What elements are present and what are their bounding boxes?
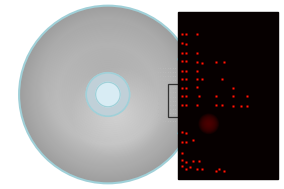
Circle shape	[82, 69, 133, 120]
Circle shape	[69, 56, 147, 133]
Circle shape	[202, 117, 216, 131]
Circle shape	[42, 29, 174, 160]
Circle shape	[62, 49, 153, 140]
Circle shape	[198, 113, 219, 134]
Circle shape	[203, 118, 214, 129]
Circle shape	[50, 37, 166, 152]
Circle shape	[95, 81, 121, 108]
Circle shape	[19, 6, 197, 183]
Circle shape	[40, 27, 176, 162]
Circle shape	[98, 84, 118, 105]
Circle shape	[36, 22, 180, 167]
Circle shape	[65, 51, 151, 138]
Circle shape	[96, 82, 120, 107]
Circle shape	[28, 15, 188, 174]
Circle shape	[47, 33, 169, 156]
Circle shape	[43, 30, 172, 159]
Circle shape	[57, 43, 159, 146]
Circle shape	[38, 25, 178, 164]
Circle shape	[79, 66, 137, 123]
Circle shape	[76, 62, 140, 127]
Circle shape	[93, 80, 122, 109]
Circle shape	[199, 114, 218, 133]
Circle shape	[99, 86, 117, 103]
Circle shape	[58, 45, 158, 144]
Circle shape	[48, 35, 168, 154]
Circle shape	[20, 7, 196, 182]
Circle shape	[53, 39, 163, 150]
Circle shape	[80, 67, 136, 122]
Circle shape	[35, 21, 181, 168]
Circle shape	[85, 71, 131, 118]
Circle shape	[26, 12, 190, 177]
Circle shape	[41, 28, 175, 161]
Circle shape	[31, 18, 185, 171]
Circle shape	[106, 92, 110, 97]
Circle shape	[102, 89, 114, 100]
Circle shape	[21, 8, 195, 181]
Circle shape	[89, 76, 127, 113]
Circle shape	[46, 32, 170, 157]
Circle shape	[67, 53, 149, 136]
Circle shape	[86, 73, 130, 116]
Circle shape	[45, 31, 171, 158]
Circle shape	[72, 59, 143, 130]
Circle shape	[37, 23, 179, 166]
Circle shape	[103, 90, 112, 99]
Circle shape	[83, 70, 132, 119]
Circle shape	[22, 9, 193, 180]
Circle shape	[207, 122, 210, 125]
Circle shape	[206, 121, 212, 127]
Circle shape	[207, 122, 211, 126]
Circle shape	[86, 72, 130, 117]
Circle shape	[101, 88, 114, 101]
Circle shape	[34, 20, 182, 169]
Circle shape	[87, 73, 129, 116]
Circle shape	[200, 115, 218, 133]
Circle shape	[49, 36, 167, 153]
Circle shape	[91, 78, 125, 111]
Circle shape	[88, 74, 128, 115]
Circle shape	[64, 50, 152, 139]
Circle shape	[74, 60, 142, 129]
Circle shape	[70, 57, 146, 132]
Circle shape	[204, 120, 213, 128]
Circle shape	[51, 38, 164, 151]
Circle shape	[78, 64, 138, 125]
Circle shape	[92, 79, 124, 110]
Circle shape	[208, 123, 209, 125]
Bar	[178, 12, 278, 179]
Circle shape	[202, 118, 215, 130]
Circle shape	[24, 10, 192, 179]
Circle shape	[204, 119, 214, 129]
Circle shape	[201, 116, 216, 131]
Circle shape	[75, 61, 141, 128]
Circle shape	[107, 93, 109, 96]
Circle shape	[97, 83, 119, 106]
Circle shape	[68, 54, 148, 135]
Circle shape	[66, 52, 150, 137]
Bar	[168, 84, 190, 117]
Circle shape	[25, 11, 191, 178]
Circle shape	[32, 19, 183, 170]
Circle shape	[96, 82, 120, 107]
Circle shape	[90, 77, 126, 112]
Circle shape	[71, 58, 145, 131]
Circle shape	[30, 17, 186, 172]
Circle shape	[39, 26, 177, 163]
Circle shape	[56, 42, 160, 147]
Circle shape	[77, 64, 139, 126]
Circle shape	[29, 16, 187, 173]
Circle shape	[201, 115, 217, 132]
Circle shape	[61, 48, 154, 141]
Circle shape	[205, 120, 212, 127]
Circle shape	[105, 91, 111, 98]
Circle shape	[27, 13, 189, 176]
Circle shape	[60, 47, 156, 142]
Circle shape	[81, 68, 135, 121]
Circle shape	[100, 87, 116, 102]
Circle shape	[55, 41, 161, 148]
Circle shape	[53, 40, 162, 149]
Circle shape	[59, 46, 157, 143]
